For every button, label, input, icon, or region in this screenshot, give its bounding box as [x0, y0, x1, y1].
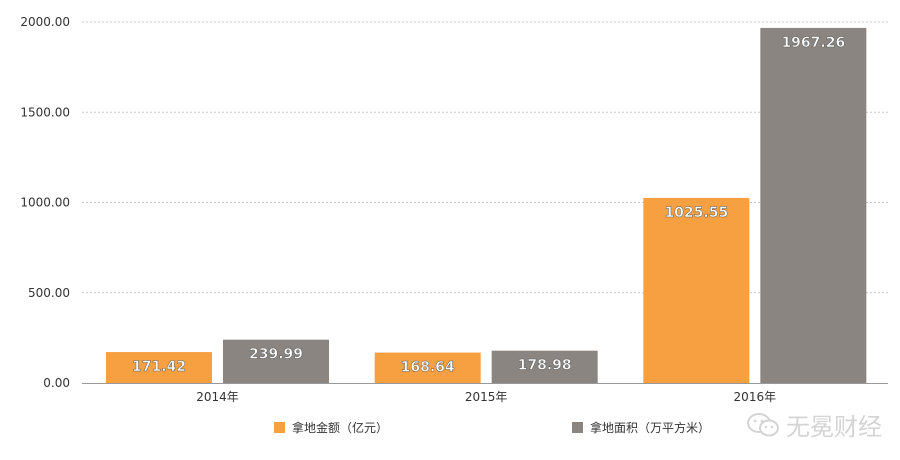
- bar-area: [223, 339, 329, 383]
- y-tick-label: 2000.00: [20, 15, 70, 29]
- bars: [106, 27, 867, 383]
- y-tick-label: 1500.00: [20, 105, 70, 119]
- y-axis-ticks: 0.00 500.00 1000.00 1500.00 2000.00: [20, 15, 70, 390]
- legend-swatch: [274, 422, 285, 433]
- bar-area: [760, 27, 867, 383]
- data-label: 1967.26: [781, 35, 845, 51]
- wechat-icon: [747, 412, 779, 436]
- x-tick-label: 2014年: [196, 390, 239, 404]
- legend-swatch: [572, 422, 583, 433]
- bar-amount: [643, 197, 750, 383]
- bar-amount: [106, 352, 212, 383]
- bar-amount: [374, 352, 481, 383]
- legend: 拿地金额（亿元） 拿地面积（万平方米）: [274, 420, 710, 435]
- data-label: 178.98: [518, 358, 572, 374]
- legend-label: 拿地金额（亿元）: [292, 420, 388, 435]
- x-axis-ticks: 2014年 2015年 2016年: [196, 390, 776, 404]
- watermark: 无冕财经: [746, 407, 882, 442]
- y-tick-label: 0.00: [43, 376, 70, 390]
- data-label: 171.42: [132, 359, 186, 375]
- data-labels: 171.42 239.99 168.64 178.98 1025.55 1967.26: [132, 35, 846, 376]
- x-tick-label: 2016年: [734, 390, 777, 404]
- legend-label: 拿地面积（万平方米）: [590, 420, 710, 435]
- y-tick-label: 500.00: [28, 286, 70, 300]
- bar-area: [491, 350, 598, 383]
- y-tick-label: 1000.00: [20, 196, 70, 210]
- data-label: 168.64: [401, 360, 455, 376]
- x-tick-label: 2015年: [465, 390, 508, 404]
- grid-lines: [82, 21, 888, 384]
- data-label: 239.99: [249, 347, 303, 363]
- data-label: 1025.55: [664, 205, 728, 221]
- watermark-text: 无冕财经: [786, 413, 882, 441]
